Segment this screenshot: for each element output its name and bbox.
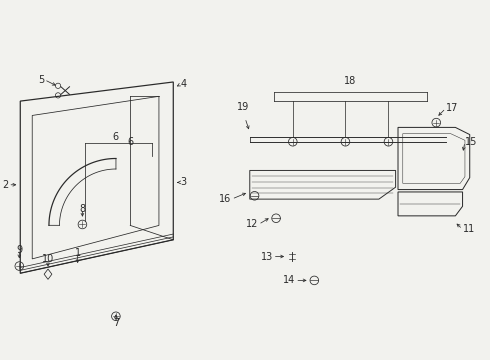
Text: 9: 9 xyxy=(16,245,23,255)
Text: 1: 1 xyxy=(74,248,81,258)
Text: 4: 4 xyxy=(180,79,187,89)
Text: 3: 3 xyxy=(180,177,187,188)
Text: 6: 6 xyxy=(127,137,133,147)
Text: 12: 12 xyxy=(246,220,258,229)
Text: 7: 7 xyxy=(113,319,119,328)
Text: 14: 14 xyxy=(283,275,295,285)
Text: 8: 8 xyxy=(79,204,85,214)
Text: 2: 2 xyxy=(2,180,8,190)
Text: 15: 15 xyxy=(465,137,477,147)
Text: 5: 5 xyxy=(38,75,44,85)
Text: 6: 6 xyxy=(113,132,119,142)
Text: 19: 19 xyxy=(237,102,249,112)
Text: 11: 11 xyxy=(463,224,475,234)
Text: 17: 17 xyxy=(446,103,458,113)
Text: 10: 10 xyxy=(42,254,54,264)
Text: 18: 18 xyxy=(344,76,356,86)
Text: 13: 13 xyxy=(261,252,273,261)
Text: 16: 16 xyxy=(220,194,232,204)
